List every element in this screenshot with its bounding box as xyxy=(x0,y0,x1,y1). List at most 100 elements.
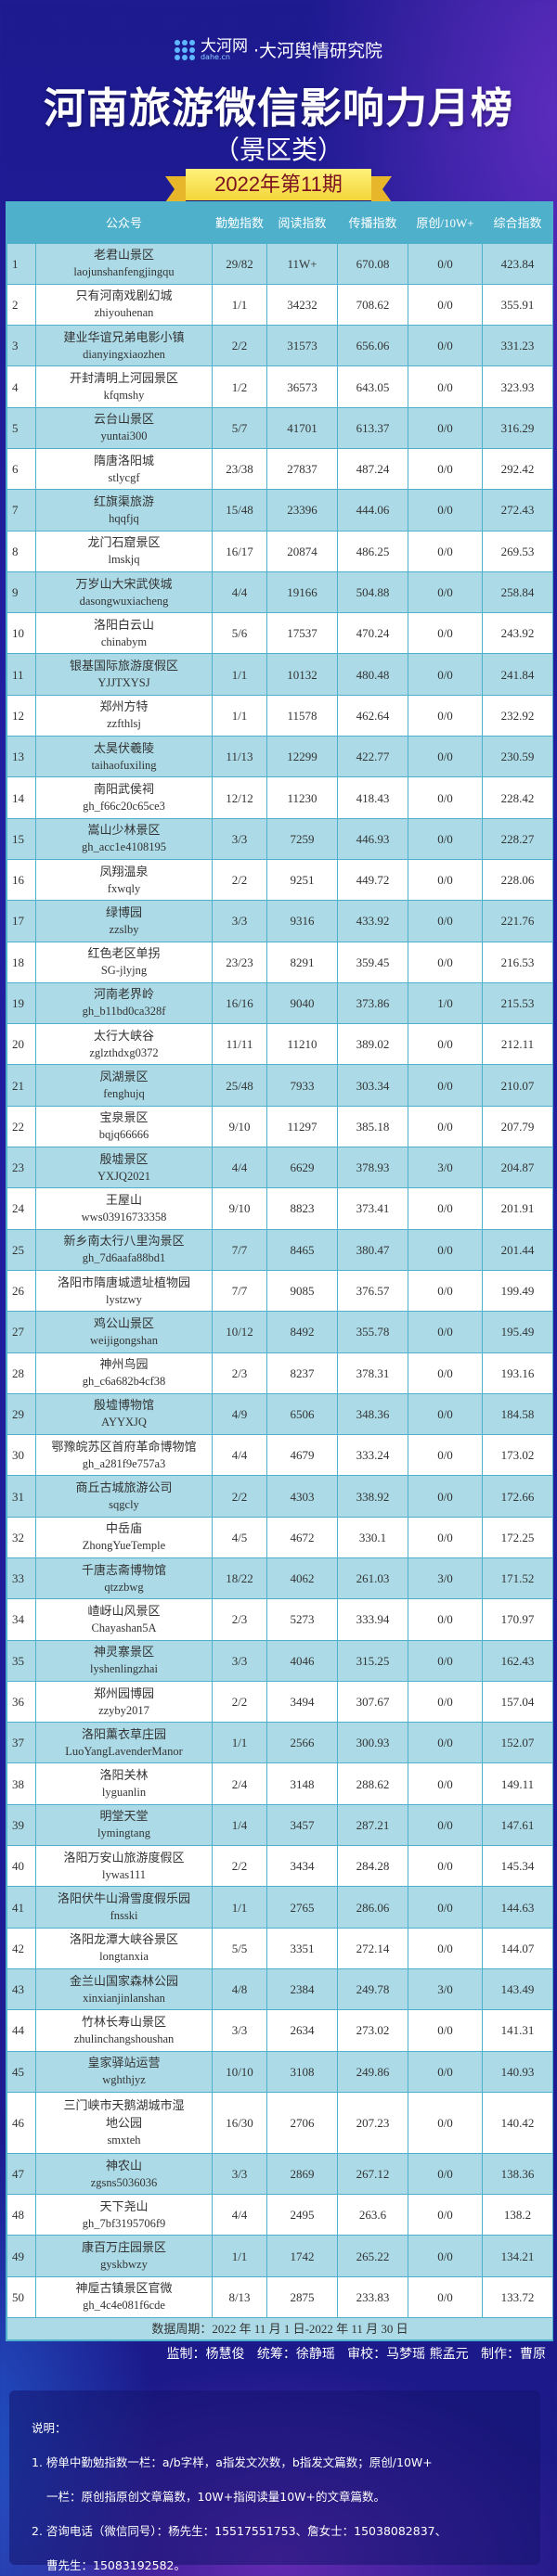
account-cell: 金兰山国家森林公园 xinxianjinlanshan xyxy=(35,1967,213,2011)
account-cell: 殷墟博物馆 AYYXJQ xyxy=(35,1392,213,1436)
read-cell: 27837 xyxy=(266,447,338,491)
account-name: 洛阳伏牛山滑雪度假乐园 xyxy=(57,1891,190,1906)
table-row: 50 神垕古镇景区官微 gh_4c4e081f6cde 8/13 2875 233.83 0… xyxy=(6,2275,553,2319)
spread-cell: 287.21 xyxy=(337,1803,408,1847)
spread-cell: 380.47 xyxy=(337,1228,408,1271)
spread-cell: 261.03 xyxy=(337,1557,408,1600)
page-title: 河南旅游微信影响力月榜 xyxy=(43,83,513,133)
spread-cell: 348.36 xyxy=(337,1392,408,1436)
table-row: 36 郑州园博园 zzyby2017 2/2 3494 307.67 0/0 157.04 xyxy=(6,1680,553,1724)
account-id: SG-jlyjng xyxy=(100,964,148,978)
rank-cell: 9 xyxy=(6,570,36,614)
rank-cell: 24 xyxy=(6,1187,36,1230)
table-row: 26 洛阳市隋唐城遗址植物园 lystzwy 7/7 9085 376.57 0/0 199.… xyxy=(6,1269,553,1313)
account-cell: 南阳武侯祠 gh_f66c20c65ce3 xyxy=(35,776,213,819)
spread-cell: 300.93 xyxy=(337,1722,408,1764)
table-row: 25 新乡南太行八里沟景区 gh_7d6aafa88bd1 7/7 8465 380.47… xyxy=(6,1228,553,1271)
account-id: lyshenlingzhai xyxy=(90,1662,158,1676)
account-name: 红旗渠旅游 xyxy=(93,493,154,508)
read-cell: 5273 xyxy=(266,1598,338,1641)
original-cell: 0/0 xyxy=(408,1352,483,1394)
table-row: 32 中岳庙 ZhongYueTemple 4/5 4672 330.1 0/0 172.25 xyxy=(6,1516,553,1559)
account-name: 鄂豫皖苏区首府革命博物馆 xyxy=(51,1439,197,1454)
total-cell: 230.59 xyxy=(482,736,553,778)
original-cell: 0/0 xyxy=(408,489,483,532)
account-id: lywas111 xyxy=(102,1867,146,1881)
account-cell: 商丘古城旅游公司 sqgcly xyxy=(35,1475,213,1518)
account-id: gh_7d6aafa88bd1 xyxy=(82,1251,166,1265)
total-cell: 228.42 xyxy=(482,776,553,819)
page-subtitle: （景区类） xyxy=(213,135,343,165)
account-id: lystzwy xyxy=(106,1292,142,1306)
account-cell: 神州鸟园 gh_c6a682b4cf38 xyxy=(35,1352,213,1394)
original-cell: 0/0 xyxy=(408,2194,483,2236)
total-cell: 316.29 xyxy=(482,406,553,449)
rank-cell: 45 xyxy=(6,2050,36,2093)
spread-cell: 670.08 xyxy=(337,242,408,285)
account-name: 商丘古城旅游公司 xyxy=(75,1480,173,1495)
account-cell: 神灵寨景区 lyshenlingzhai xyxy=(35,1639,213,1682)
diligence-cell: 2/2 xyxy=(212,1680,267,1724)
account-id: Chayashan5A xyxy=(91,1621,157,1634)
total-cell: 173.02 xyxy=(482,1434,553,1477)
spread-cell: 444.06 xyxy=(337,489,408,532)
diligence-cell: 25/48 xyxy=(212,1064,267,1107)
original-cell: 0/0 xyxy=(408,817,483,860)
spread-cell: 288.62 xyxy=(337,1762,408,1805)
account-cell: 神农山 zgsns5036036 xyxy=(35,2152,213,2196)
account-id: gh_b11bd0ca328f xyxy=(82,1005,166,1019)
account-cell: 洛阳市隋唐城遗址植物园 lystzwy xyxy=(35,1269,213,1313)
original-cell: 0/0 xyxy=(408,694,483,737)
account-id: smxteh xyxy=(107,2133,141,2147)
account-id: gh_acc1e4108195 xyxy=(82,840,166,854)
account-id: LuoYangLavenderManor xyxy=(65,1744,183,1758)
read-cell: 2566 xyxy=(266,1722,338,1764)
account-name: 竹林长寿山景区 xyxy=(81,2014,166,2029)
rank-cell: 32 xyxy=(6,1516,36,1559)
read-cell: 8465 xyxy=(266,1228,338,1271)
total-cell: 228.06 xyxy=(482,858,553,902)
diligence-cell: 1/1 xyxy=(212,283,267,327)
account-name: 郑州园博园 xyxy=(93,1685,154,1700)
read-cell: 1742 xyxy=(266,2235,338,2277)
spread-cell: 385.18 xyxy=(337,1105,408,1148)
original-cell: 0/0 xyxy=(408,1228,483,1271)
original-cell: 0/0 xyxy=(408,1680,483,1724)
diligence-cell: 16/16 xyxy=(212,981,267,1025)
table-row: 11 银基国际旅游度假区 YJJTXYSJ 1/1 10132 480.48 0/0 241.… xyxy=(6,653,553,696)
original-cell: 0/0 xyxy=(408,1064,483,1107)
account-name: 银基国际旅游度假区 xyxy=(69,659,178,673)
account-name: 三门峡市天鹅湖城市湿地公园 xyxy=(63,2097,185,2130)
account-id: lyguanlin xyxy=(101,1786,147,1800)
spread-cell: 389.02 xyxy=(337,1023,408,1066)
account-cell: 太昊伏羲陵 taihaofuxiling xyxy=(35,736,213,778)
account-cell: 银基国际旅游度假区 YJJTXYSJ xyxy=(35,653,213,696)
account-id: gh_a281f9e757a3 xyxy=(82,1456,166,1470)
table-row: 17 绿博园 zzslby 3/3 9316 433.92 0/0 221.76 xyxy=(6,900,553,942)
account-name: 洛阳关林 xyxy=(99,1768,149,1783)
account-id: wws03916733358 xyxy=(81,1210,167,1224)
account-name: 新乡南太行八里沟景区 xyxy=(63,1234,185,1249)
rank-cell: 26 xyxy=(6,1269,36,1313)
account-cell: 洛阳龙潭大峡谷景区 longtanxia xyxy=(35,1927,213,1969)
read-cell: 11W+ xyxy=(266,242,338,285)
total-cell: 144.07 xyxy=(482,1927,553,1969)
spread-cell: 273.02 xyxy=(337,2009,408,2052)
original-cell: 0/0 xyxy=(408,242,483,285)
account-id: dianyingxiaozhen xyxy=(83,347,165,361)
account-cell: 凤湖景区 fenghujq xyxy=(35,1064,213,1107)
total-cell: 215.53 xyxy=(482,981,553,1025)
spread-cell: 249.78 xyxy=(337,1967,408,2011)
table-row: 30 鄂豫皖苏区首府革命博物馆 gh_a281f9e757a3 4/4 4679 333.… xyxy=(6,1434,553,1477)
diligence-cell: 1/2 xyxy=(212,365,267,408)
rank-cell: 1 xyxy=(6,242,36,285)
note-1-cont: 一栏：原创指原创文章篇数，10W+指阅读量10W+的文章篇数。 xyxy=(46,2490,385,2504)
period-row: 数据周期：2022 年 11 月 1 日-2022 年 11 月 30 日 xyxy=(6,2317,553,2341)
read-cell: 4303 xyxy=(266,1475,338,1518)
rank-cell: 10 xyxy=(6,612,36,655)
read-cell: 3494 xyxy=(266,1680,338,1724)
account-name: 神垕古镇景区官微 xyxy=(75,2281,173,2296)
account-cell: 老君山景区 laojunshanfengjingqu xyxy=(35,242,213,285)
account-cell: 龙门石窟景区 lmskjq xyxy=(35,530,213,572)
spread-cell: 265.22 xyxy=(337,2235,408,2277)
